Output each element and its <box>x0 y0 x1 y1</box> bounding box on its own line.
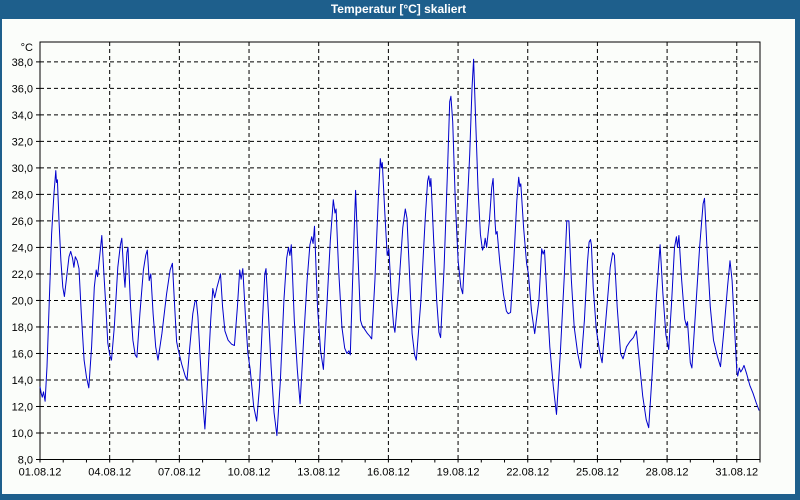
window-title: Temperatur [°C] skaliert <box>330 2 467 16</box>
x-axis-labels: 01.08.12 04.08.12 07.08.12 10.08.12 13.08.12… <box>19 467 759 479</box>
y-tick-label: 18,0 <box>12 322 33 334</box>
x-tick-label: 13.08.12 <box>297 467 340 479</box>
y-tick-label: 20,0 <box>12 295 33 307</box>
y-tick-label: 34,0 <box>12 110 33 122</box>
x-tick-label: 10.08.12 <box>228 467 271 479</box>
temperature-line <box>39 58 760 437</box>
x-tick-label: 28.08.12 <box>646 467 689 479</box>
gridlines <box>40 42 760 460</box>
y-tick-label: 36,0 <box>12 83 33 95</box>
y-tick-label: 26,0 <box>12 216 33 228</box>
x-tick-label: 04.08.12 <box>88 467 131 479</box>
axis-ticks <box>36 61 761 463</box>
y-axis-unit-label: °C <box>21 42 33 54</box>
plot-border <box>39 41 761 460</box>
y-tick-label: 22,0 <box>12 269 33 281</box>
y-tick-label: 32,0 <box>12 136 33 148</box>
y-tick-label: 12,0 <box>12 401 33 413</box>
x-tick-label: 31.08.12 <box>715 467 758 479</box>
x-tick-label: 22.08.12 <box>506 467 549 479</box>
x-tick-label: 19.08.12 <box>437 467 480 479</box>
y-tick-label: 24,0 <box>12 242 33 254</box>
x-tick-label: 16.08.12 <box>367 467 410 479</box>
y-axis-labels: 8,0 10,0 12,0 14,0 16,0 18,0 20,0 22,0 24,0 26,0 2… <box>12 57 33 467</box>
y-tick-label: 16,0 <box>12 348 33 360</box>
y-tick-label: 8,0 <box>18 455 33 467</box>
y-tick-label: 30,0 <box>12 163 33 175</box>
y-tick-label: 10,0 <box>12 428 33 440</box>
y-tick-label: 14,0 <box>12 375 33 387</box>
title-bar: Temperatur [°C] skaliert <box>2 0 795 19</box>
y-tick-label: 38,0 <box>12 57 33 69</box>
x-tick-label: 01.08.12 <box>19 467 62 479</box>
x-tick-label: 25.08.12 <box>576 467 619 479</box>
y-tick-label: 28,0 <box>12 189 33 201</box>
x-tick-label: 07.08.12 <box>158 467 201 479</box>
